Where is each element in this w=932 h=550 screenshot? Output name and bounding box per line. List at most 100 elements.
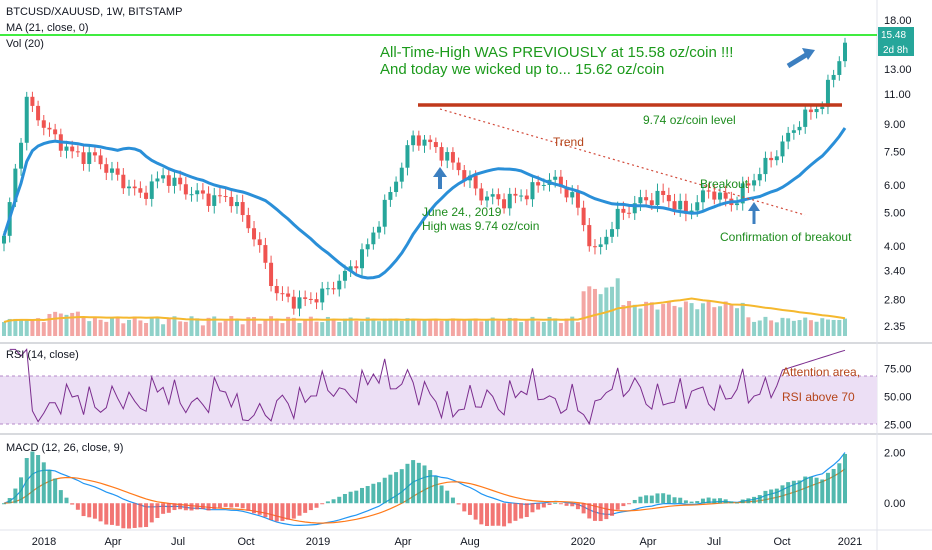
volume-bar xyxy=(564,318,569,336)
macd-hist-bar xyxy=(627,503,632,505)
volume-bar xyxy=(530,316,535,336)
volume-bar xyxy=(661,304,666,336)
candle-body xyxy=(575,192,580,208)
macd-hist-bar xyxy=(519,503,524,519)
volume-bar xyxy=(740,302,745,336)
candle-body xyxy=(41,120,46,128)
macd-hist-bar xyxy=(604,503,609,520)
volume-bar xyxy=(496,320,501,336)
volume-bar xyxy=(252,316,257,336)
candle-body xyxy=(536,182,541,186)
volume-ma-line xyxy=(3,297,846,323)
candle-body xyxy=(127,186,132,189)
candle-body xyxy=(92,152,97,156)
macd-hist-bar xyxy=(422,465,427,504)
volume-bar xyxy=(365,317,370,336)
macd-tick-label: 0.00 xyxy=(884,498,905,510)
macd-hist-bar xyxy=(337,496,342,504)
candle-body xyxy=(19,142,24,169)
candle-body xyxy=(808,109,813,113)
macd-hist-bar xyxy=(752,496,757,504)
macd-hist-bar xyxy=(64,497,69,504)
volume-bar xyxy=(149,316,154,336)
macd-hist-bar xyxy=(564,503,569,506)
volume-bar xyxy=(183,321,188,336)
macd-legend: MACD (12, 26, close, 9) xyxy=(6,442,123,454)
candle-body xyxy=(439,147,444,161)
candle-body xyxy=(769,157,774,161)
candle-body xyxy=(814,109,819,113)
candle-body xyxy=(752,180,757,186)
volume-bar xyxy=(206,317,211,336)
candle-body xyxy=(399,167,404,182)
candle-body xyxy=(348,266,353,271)
macd-hist-bar xyxy=(41,462,46,504)
volume-bar xyxy=(422,319,427,336)
candle-body xyxy=(24,96,29,143)
candle-body xyxy=(786,132,791,142)
trend-line[interactable] xyxy=(439,108,806,216)
macd-hist-bar xyxy=(843,453,847,504)
candle-body xyxy=(604,236,609,245)
candle-body xyxy=(445,152,450,161)
macd-hist-bar xyxy=(121,503,126,529)
volume-bar xyxy=(308,316,313,336)
volume-bar xyxy=(843,318,847,336)
candle-body xyxy=(700,190,705,203)
candle-body xyxy=(632,203,637,214)
countdown-badge[interactable] xyxy=(878,42,914,56)
candle-body xyxy=(70,146,75,152)
macd-hist-bar xyxy=(615,503,620,510)
macd-hist-bar xyxy=(109,503,114,525)
macd-hist-bar xyxy=(166,503,171,513)
candle-body xyxy=(661,190,666,195)
price-tick-label: 2.80 xyxy=(884,295,905,307)
macd-hist-bar xyxy=(7,498,12,504)
rsi-legend: RSI (14, close) xyxy=(6,349,79,361)
candle-body xyxy=(121,174,126,189)
macd-hist-bar xyxy=(678,497,683,504)
volume-bar xyxy=(320,322,325,336)
volume-bar xyxy=(445,319,450,336)
macd-hist-bar xyxy=(695,501,700,504)
volume-bar xyxy=(30,320,35,336)
volume-bar xyxy=(587,286,592,336)
candle-body xyxy=(558,176,563,187)
volume-bar xyxy=(814,321,819,336)
price-tick-label: 7.50 xyxy=(884,147,905,159)
volume-bar xyxy=(24,320,29,336)
confirm-arrow-icon[interactable] xyxy=(748,202,760,224)
volume-bar xyxy=(456,320,461,336)
volume-bar xyxy=(706,301,711,336)
candle-body xyxy=(666,194,671,202)
volume-bar xyxy=(212,316,217,336)
candle-body xyxy=(132,186,137,189)
volume-bar xyxy=(757,320,762,336)
macd-hist-bar xyxy=(746,498,751,504)
macd-hist-bar xyxy=(473,503,478,520)
macd-hist-bar xyxy=(223,503,228,507)
candle-body xyxy=(206,193,211,206)
macd-hist-bar xyxy=(24,458,29,504)
macd-hist-bar xyxy=(644,495,649,504)
volume-bar xyxy=(575,322,580,336)
ath-arrow-icon[interactable] xyxy=(786,48,815,69)
june-arrow-icon[interactable] xyxy=(433,167,447,189)
price-badge[interactable] xyxy=(878,27,914,42)
time-tick-label: 2018 xyxy=(32,536,56,548)
candle-body xyxy=(314,299,319,303)
candle-body xyxy=(507,193,512,209)
volume-bar xyxy=(411,319,416,336)
volume-bar xyxy=(314,321,319,336)
candle-body xyxy=(257,239,262,246)
volume-bar xyxy=(399,321,404,336)
rsi-note-line2: RSI above 70 xyxy=(782,390,855,404)
candle-body xyxy=(200,190,205,194)
candle-body xyxy=(683,200,688,214)
volume-bar xyxy=(138,320,143,336)
candle-body xyxy=(30,96,35,106)
price-tick-label: 4.00 xyxy=(884,241,905,253)
macd-hist-bar xyxy=(575,503,580,510)
macd-hist-bar xyxy=(161,503,166,514)
